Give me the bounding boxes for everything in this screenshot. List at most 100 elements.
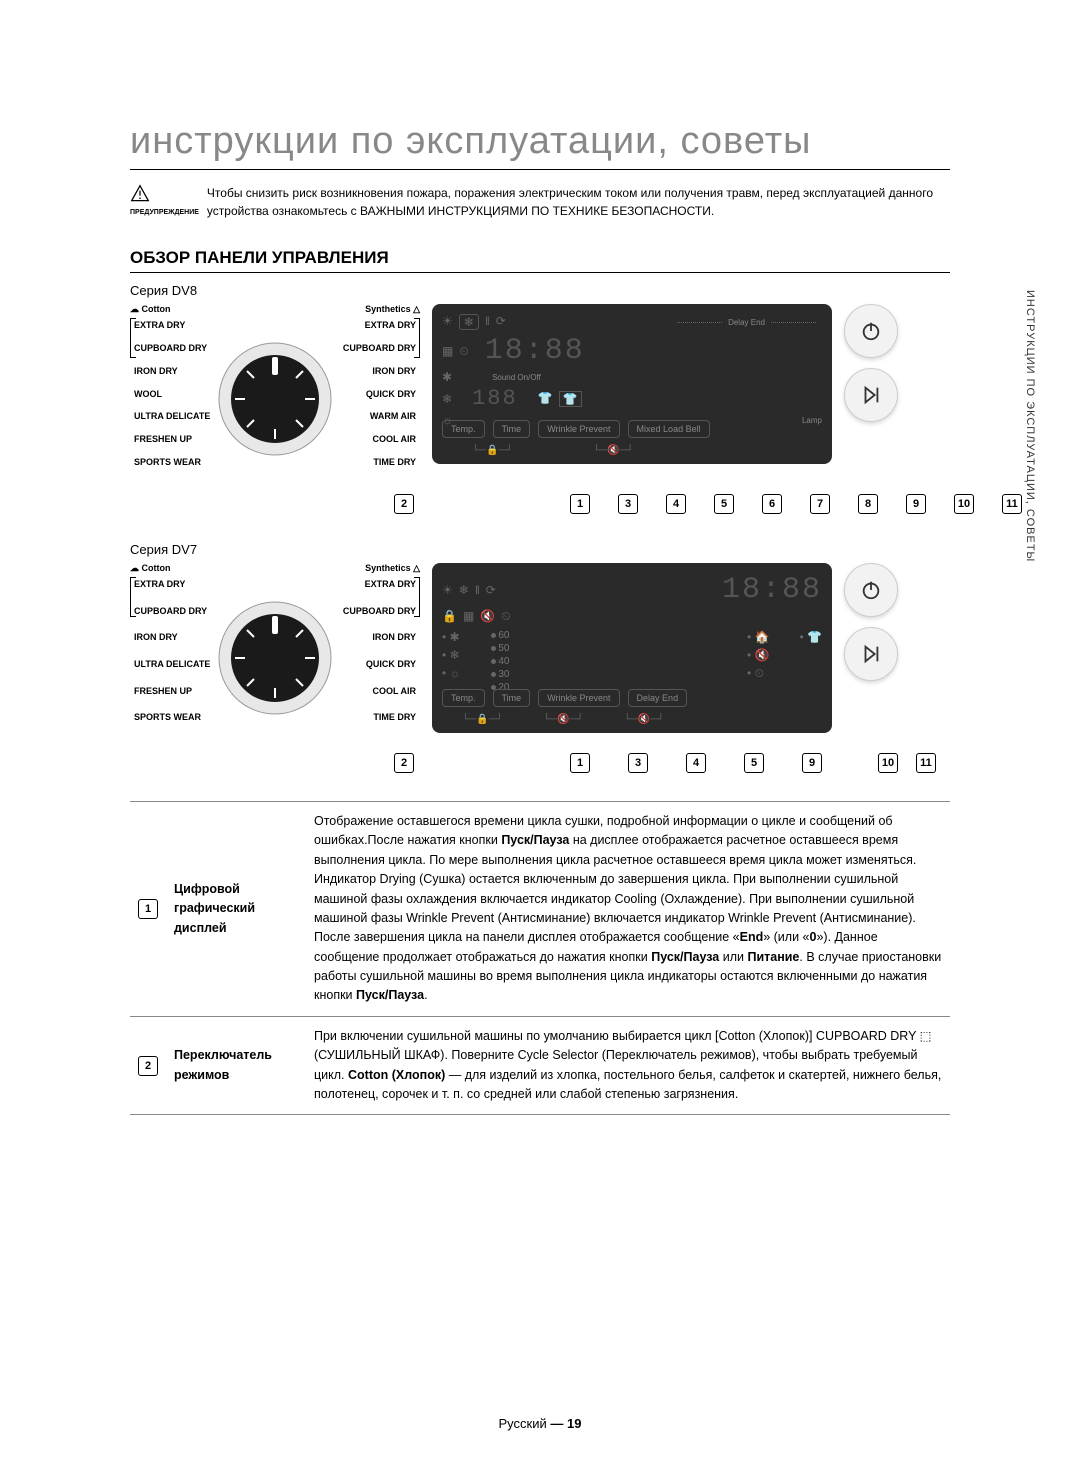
dial-label: CUPBOARD DRY xyxy=(343,606,416,616)
page-footer: Русский — 19 xyxy=(0,1416,1080,1431)
dial-label: TIME DRY xyxy=(373,712,416,722)
sound-label: Sound On/Off xyxy=(492,373,541,382)
dial-label: QUICK DRY xyxy=(366,659,416,669)
callout: 3 xyxy=(628,753,648,773)
callout: 7 xyxy=(810,494,830,514)
callout: 5 xyxy=(714,494,734,514)
dial-label: TIME DRY xyxy=(373,457,416,467)
table-row: 1 Цифровой графический дисплейОтображение… xyxy=(130,802,950,1017)
level-indicator: 40 xyxy=(491,656,510,667)
panel-dv8: Серия DV8 ☁ Cotton Synthetics △ EXTRA DR… xyxy=(130,283,950,520)
dial-label: FRESHEN UP xyxy=(134,434,192,444)
dial-label: WOOL xyxy=(134,389,162,399)
row-desc: Отображение оставшегося времени цикла су… xyxy=(306,802,950,1017)
description-table: 1 Цифровой графический дисплейОтображение… xyxy=(130,801,950,1115)
page-title: инструкции по эксплуатации, советы xyxy=(130,120,950,170)
warning-label: ПРЕДУПРЕЖДЕНИЕ xyxy=(130,209,199,216)
dial-knob[interactable] xyxy=(215,598,335,718)
table-row: 2 Переключатель режимовПри включении суши… xyxy=(130,1016,950,1115)
display-button[interactable]: Delay End xyxy=(628,689,688,707)
callout: 4 xyxy=(666,494,686,514)
display-button[interactable]: Time xyxy=(493,420,531,438)
dial-knob[interactable] xyxy=(215,339,335,459)
dial-label: SPORTS WEAR xyxy=(134,712,201,722)
warning-icon: ПРЕДУПРЕЖДЕНИЕ xyxy=(130,184,199,216)
display-button[interactable]: Temp. xyxy=(442,689,485,707)
dial-label: IRON DRY xyxy=(372,632,416,642)
dial-label: IRON DRY xyxy=(372,366,416,376)
callout: 4 xyxy=(686,753,706,773)
callout: 6 xyxy=(762,494,782,514)
row-name: Переключатель режимов xyxy=(166,1016,306,1115)
start-pause-button[interactable] xyxy=(844,627,898,681)
callout: 9 xyxy=(906,494,926,514)
display-button[interactable]: Mixed Load Bell xyxy=(628,420,710,438)
display-button[interactable]: Time xyxy=(493,689,531,707)
callout: 3 xyxy=(618,494,638,514)
dial-label: EXTRA DRY xyxy=(365,320,416,330)
callout: 10 xyxy=(878,753,898,773)
panel-dv7: Серия DV7 ☁ Cotton Synthetics △ EXTRA DR… xyxy=(130,542,950,779)
dial-label: CUPBOARD DRY xyxy=(134,606,207,616)
power-button[interactable] xyxy=(844,304,898,358)
display-buttons-row: Temp. Time Wrinkle Prevent Mixed Load Bell xyxy=(442,420,822,438)
synth-header: Synthetics △ xyxy=(365,563,420,574)
dial-label: EXTRA DRY xyxy=(134,579,185,589)
dial-label: ULTRA DELICATE xyxy=(134,411,210,421)
level-indicator: 50 xyxy=(491,643,510,654)
dial-label: EXTRA DRY xyxy=(365,579,416,589)
display-panel-dv8: ☀❄‖⟳ Delay End ▦⏲ 18:88 ✱ Sound On/Off xyxy=(432,304,832,464)
dial-label: WARM AIR xyxy=(370,411,416,421)
side-buttons-dv7 xyxy=(844,563,898,681)
series-label-dv8: Серия DV8 xyxy=(130,283,950,298)
sub-time-display: 188 xyxy=(472,386,518,411)
synth-header: Synthetics △ xyxy=(365,304,420,315)
cycle-dial-dv7[interactable]: ☁ Cotton Synthetics △ EXTRA DRY CUPBOARD … xyxy=(130,563,420,753)
display-panel-dv7: ☀❄‖⟳ 18:88 🔒▦🔇⏲ • ✱• ❄• ☼ 60 50 40 30 20… xyxy=(432,563,832,733)
callout: 10 xyxy=(954,494,974,514)
callout: 9 xyxy=(802,753,822,773)
level-indicator: 60 xyxy=(491,630,510,641)
row-number: 2 xyxy=(138,1056,158,1076)
dial-label: IRON DRY xyxy=(134,366,178,376)
display-button[interactable]: Wrinkle Prevent xyxy=(538,689,619,707)
warning-text: Чтобы снизить риск возникновения пожара,… xyxy=(207,184,950,220)
callout: 1 xyxy=(570,753,590,773)
dial-label: SPORTS WEAR xyxy=(134,457,201,467)
section-heading: ОБЗОР ПАНЕЛИ УПРАВЛЕНИЯ xyxy=(130,248,950,273)
dial-label: COOL AIR xyxy=(372,686,416,696)
callout-2: 2 xyxy=(394,494,414,514)
callout: 2 xyxy=(394,753,414,773)
side-buttons-dv8 xyxy=(844,304,898,422)
dry-level-scale: 60 50 40 30 20 xyxy=(491,630,510,693)
dial-label: CUPBOARD DRY xyxy=(343,343,416,353)
display-button[interactable]: Wrinkle Prevent xyxy=(538,420,619,438)
dial-label: COOL AIR xyxy=(372,434,416,444)
warning-block: ПРЕДУПРЕЖДЕНИЕ Чтобы снизить риск возник… xyxy=(130,184,950,220)
side-tab: ИНСТРУКЦИИ ПО ЭКСПЛУАТАЦИИ, СОВЕТЫ xyxy=(1024,290,1036,562)
status-icons: ☀❄‖⟳ xyxy=(442,314,506,330)
row-name: Цифровой графический дисплей xyxy=(166,802,306,1017)
start-pause-button[interactable] xyxy=(844,368,898,422)
delay-end-label: Delay End xyxy=(728,318,765,327)
callout: 5 xyxy=(744,753,764,773)
time-display: 18:88 xyxy=(722,573,822,607)
cotton-header: ☁ Cotton xyxy=(130,304,171,315)
row-desc: При включении сушильной машины по умолча… xyxy=(306,1016,950,1115)
dial-label: IRON DRY xyxy=(134,632,178,642)
cotton-header: ☁ Cotton xyxy=(130,563,171,574)
power-button[interactable] xyxy=(844,563,898,617)
callout: 1 xyxy=(570,494,590,514)
display-buttons-row: Temp. Time Wrinkle Prevent Delay End xyxy=(442,689,822,707)
cycle-dial-dv8[interactable]: ☁ Cotton Synthetics △ EXTRA DRY CUPBOARD … xyxy=(130,304,420,494)
display-button[interactable]: Temp. xyxy=(442,420,485,438)
level-indicator: 30 xyxy=(491,669,510,680)
dial-label: ULTRA DELICATE xyxy=(134,659,210,669)
row-number: 1 xyxy=(138,899,158,919)
time-display: 18:88 xyxy=(485,334,585,368)
series-label-dv7: Серия DV7 xyxy=(130,542,950,557)
dial-label: CUPBOARD DRY xyxy=(134,343,207,353)
dial-label: EXTRA DRY xyxy=(134,320,185,330)
dial-label: FRESHEN UP xyxy=(134,686,192,696)
callout: 11 xyxy=(916,753,936,773)
